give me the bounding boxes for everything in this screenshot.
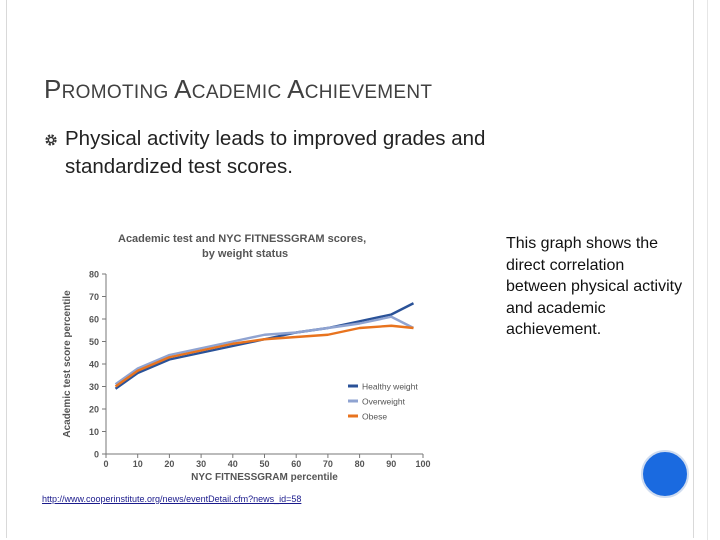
x-tick-label: 90 [386, 459, 396, 469]
x-tick-label: 50 [259, 459, 269, 469]
title-part: P [44, 74, 62, 104]
x-tick-label: 60 [291, 459, 301, 469]
x-tick-label: 20 [164, 459, 174, 469]
series-line [114, 315, 415, 386]
y-tick-label: 10 [89, 427, 99, 437]
x-tick-label: 80 [355, 459, 365, 469]
side-caption: This graph shows the direct correlation … [506, 235, 683, 338]
x-tick-label: 70 [323, 459, 333, 469]
legend-label: Healthy weight [362, 382, 418, 392]
slide-frame [6, 0, 694, 538]
y-tick-label: 40 [89, 360, 99, 370]
x-tick-label: 40 [228, 459, 238, 469]
x-tick-label: 10 [133, 459, 143, 469]
title-part: A [174, 74, 192, 104]
x-axis-label: NYC FITNESSGRAM percentile [191, 472, 338, 483]
slide-title: PROMOTING ACADEMIC ACHIEVEMENT [44, 74, 432, 105]
y-tick-label: 30 [89, 382, 99, 392]
title-part: ROMOTING [61, 82, 175, 103]
gear-bullet-icon [45, 134, 57, 146]
bullet-text: Physical activity leads to improved grad… [65, 127, 486, 178]
y-tick-label: 50 [89, 337, 99, 347]
accent-circle [641, 450, 689, 498]
x-tick-label: 100 [415, 459, 430, 469]
y-tick-label: 20 [89, 405, 99, 415]
line-chart: Academic test and NYC FITNESSGRAM scores… [62, 233, 431, 483]
y-tick-label: 60 [89, 315, 99, 325]
source-link[interactable]: http://www.cooperinstitute.org/news/even… [42, 494, 302, 504]
title-part: A [287, 74, 305, 104]
legend-label: Overweight [362, 397, 406, 407]
y-tick-label: 70 [89, 292, 99, 302]
x-tick-label: 0 [103, 459, 108, 469]
y-tick-label: 0 [94, 450, 99, 460]
slide-frame-inner [10, 0, 708, 540]
series-line [114, 302, 415, 390]
chart-title: by weight status [202, 248, 288, 260]
title-part: CADEMIC [191, 82, 288, 103]
y-tick-label: 80 [89, 270, 99, 280]
y-axis-label: Academic test score percentile [62, 290, 73, 438]
title-part: CHIEVEMENT [304, 82, 433, 103]
legend-label: Obese [362, 412, 387, 422]
x-tick-label: 30 [196, 459, 206, 469]
chart-title: Academic test and NYC FITNESSGRAM scores… [118, 233, 366, 245]
series-line [114, 324, 414, 388]
